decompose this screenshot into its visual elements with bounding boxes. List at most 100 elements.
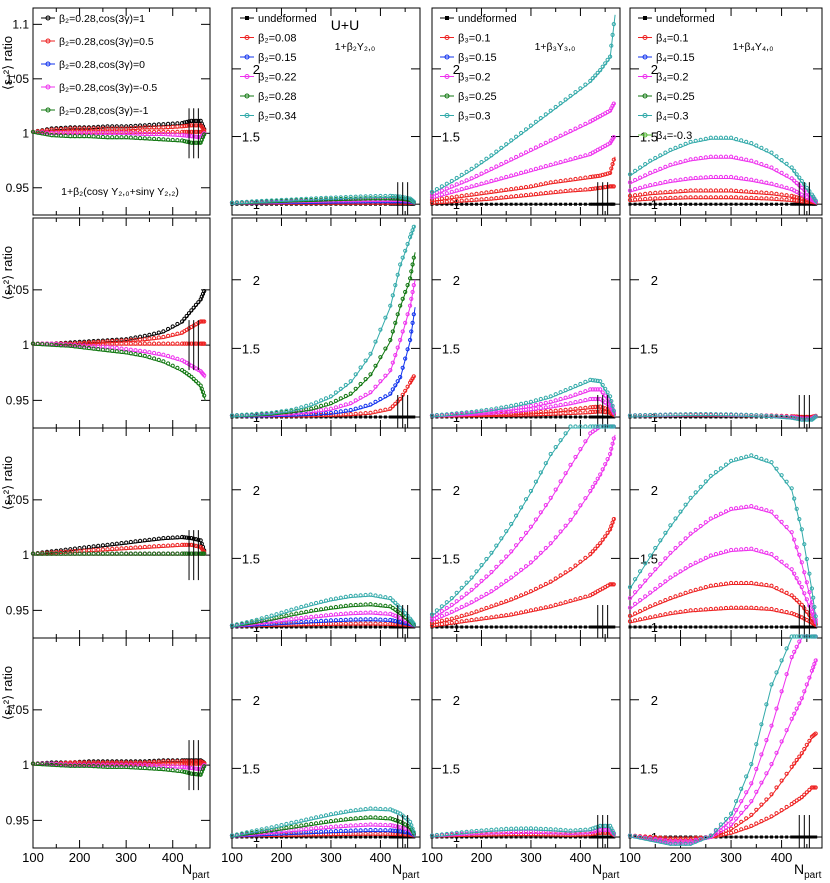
series-marker <box>764 202 768 206</box>
series-marker <box>553 403 558 408</box>
series-marker <box>563 828 568 833</box>
series-marker <box>30 129 36 134</box>
series-marker <box>744 816 749 821</box>
series-marker <box>563 523 568 528</box>
series-marker <box>789 197 794 203</box>
series-marker <box>170 332 175 337</box>
series-marker <box>703 607 708 612</box>
series-marker <box>348 407 353 413</box>
series-marker <box>474 569 479 574</box>
series-line <box>33 764 206 772</box>
series-marker <box>769 682 774 687</box>
series-marker <box>678 841 683 846</box>
series-marker <box>744 454 749 459</box>
legend-label: β₂=0.34 <box>258 111 296 123</box>
series-marker <box>489 407 494 412</box>
series-group-r2-c1 <box>30 289 207 401</box>
series-marker <box>797 580 802 585</box>
series-marker <box>593 480 598 485</box>
series-marker <box>338 604 343 609</box>
series-marker <box>378 327 383 332</box>
series-marker <box>156 330 161 335</box>
series-marker <box>147 544 152 549</box>
series-marker <box>484 190 489 195</box>
series-marker <box>152 136 157 141</box>
series-marker <box>319 613 324 618</box>
y-tick-label: 1.5 <box>242 761 260 776</box>
series-marker <box>744 176 749 182</box>
series-marker <box>668 412 673 417</box>
x-tick-label: 400 <box>162 850 184 865</box>
series-marker <box>299 410 304 415</box>
series-marker <box>509 835 513 839</box>
series-marker <box>234 832 239 837</box>
series-marker <box>792 202 796 206</box>
series-marker <box>698 523 703 529</box>
series-marker <box>489 604 494 609</box>
y-tick-label: 2 <box>253 62 260 77</box>
x-tick-label: 100 <box>619 850 641 865</box>
series-marker <box>703 585 708 590</box>
series-marker <box>100 124 106 129</box>
series-marker <box>489 153 494 158</box>
series-marker <box>189 771 194 776</box>
series-marker <box>333 618 338 623</box>
series-marker <box>578 559 583 564</box>
series-marker <box>234 413 239 418</box>
series-marker <box>412 415 416 419</box>
series-marker <box>114 124 119 129</box>
series-marker <box>279 823 284 828</box>
series-marker <box>147 122 152 128</box>
series-marker <box>509 549 514 554</box>
series-marker <box>754 178 759 183</box>
series-marker <box>289 617 294 622</box>
series-marker <box>182 316 187 321</box>
series-marker <box>398 194 403 199</box>
series-marker <box>378 835 382 839</box>
series-marker <box>339 625 343 629</box>
series-marker <box>333 829 338 834</box>
series-marker <box>804 580 809 585</box>
series-marker <box>598 68 603 73</box>
series-marker <box>170 759 175 764</box>
series-marker <box>770 625 773 629</box>
series-marker <box>583 121 588 127</box>
series-marker <box>533 586 539 591</box>
series-marker <box>175 535 180 540</box>
series-marker <box>723 462 729 467</box>
series-marker <box>494 564 499 569</box>
series-marker <box>289 835 293 839</box>
series-marker <box>338 595 343 600</box>
legend-col4: undeformedβ₄=0.1β₄=0.15β₄=0.2β₄=0.25β₄=0… <box>638 13 773 142</box>
series-marker <box>304 826 309 832</box>
series-marker <box>523 127 529 132</box>
series-marker <box>393 600 398 606</box>
series-marker <box>749 580 754 586</box>
series-marker <box>484 591 489 597</box>
series-marker <box>784 610 789 615</box>
series-marker <box>334 415 338 419</box>
series-marker <box>161 763 166 768</box>
series-marker <box>393 383 398 388</box>
series-marker <box>754 807 759 812</box>
series-marker <box>91 551 96 556</box>
series-marker <box>309 406 314 411</box>
series-marker <box>514 829 519 835</box>
series-marker <box>718 511 724 516</box>
series-marker <box>299 827 304 832</box>
series-marker <box>58 343 64 348</box>
series-marker <box>693 195 698 200</box>
series-marker <box>807 571 812 576</box>
series-marker <box>533 145 539 150</box>
series-marker <box>499 832 504 837</box>
series-marker <box>769 792 774 797</box>
series-marker <box>703 520 708 525</box>
series-marker <box>133 765 138 770</box>
series-marker <box>504 554 509 559</box>
series-marker <box>328 612 333 617</box>
series-marker <box>398 829 403 834</box>
series-marker <box>718 582 724 587</box>
series-marker <box>583 496 588 501</box>
series-marker <box>797 517 802 522</box>
series-marker <box>110 135 115 140</box>
